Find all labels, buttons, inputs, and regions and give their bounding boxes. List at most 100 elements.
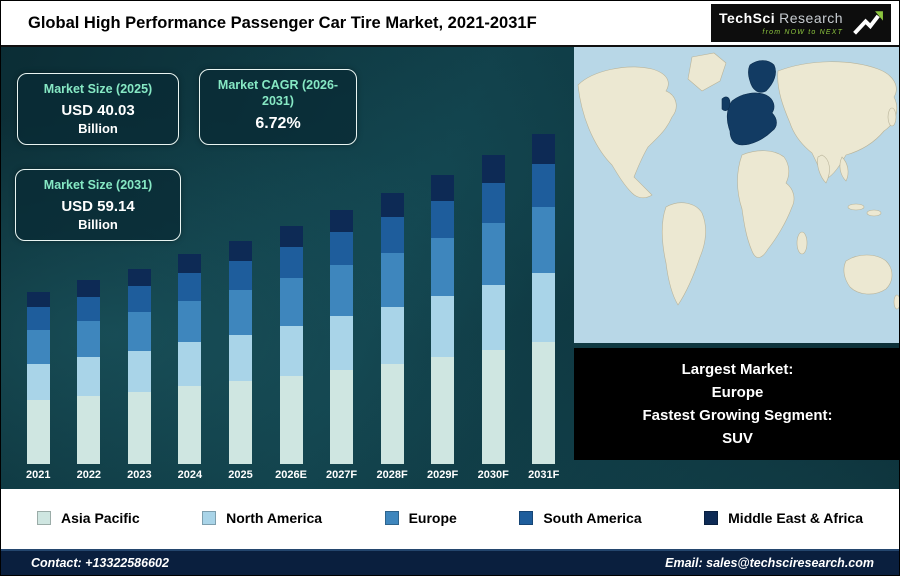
bar-segment[interactable]	[330, 316, 354, 370]
bar-segment[interactable]	[178, 273, 202, 301]
footer-email[interactable]: Email: sales@techsciresearch.com	[665, 556, 874, 570]
bar-segment[interactable]	[127, 268, 151, 287]
info-box-label: Market Size (2031)	[43, 178, 153, 192]
legend-item-europe[interactable]: Europe	[384, 510, 457, 526]
bar-segment[interactable]	[330, 369, 354, 464]
bar-segment[interactable]	[178, 300, 202, 343]
bar-stack-2023[interactable]	[127, 268, 151, 464]
bar-segment[interactable]	[481, 284, 505, 350]
bar-segment[interactable]	[431, 238, 455, 297]
bar-stack-2021[interactable]	[26, 291, 50, 464]
info-box-value: USD 59.14	[61, 197, 135, 215]
legend-item-north-america[interactable]: North America	[202, 510, 322, 526]
x-axis-label: 2029F	[427, 469, 459, 481]
logo-text: TechSci Research from NOW to NEXT	[719, 11, 843, 36]
logo-tagline: from NOW to NEXT	[762, 28, 844, 36]
bar-segment[interactable]	[127, 391, 151, 464]
map-region-southeast-asia	[839, 156, 849, 182]
bar-segment[interactable]	[228, 289, 252, 335]
bar-segment[interactable]	[481, 349, 505, 464]
legend-swatch	[37, 510, 51, 525]
bar-stack-2029F[interactable]	[431, 174, 455, 464]
bar-segment[interactable]	[26, 329, 50, 365]
logo-brand: TechSci Research	[719, 11, 843, 25]
bar-segment[interactable]	[532, 163, 556, 207]
bar-segment[interactable]	[431, 296, 455, 357]
bar-segment[interactable]	[77, 320, 101, 358]
callout-line: SUV	[722, 430, 753, 448]
bar-segment[interactable]	[481, 182, 505, 224]
footer-contact[interactable]: Contact: +13322586602	[31, 556, 169, 570]
bar-stack-2031F[interactable]	[532, 134, 556, 464]
bar-segment[interactable]	[178, 254, 202, 274]
bar-segment[interactable]	[279, 375, 303, 464]
bar-column: 2028F	[367, 192, 418, 481]
bar-segment[interactable]	[279, 225, 303, 248]
bar-segment[interactable]	[279, 278, 303, 326]
bar-segment[interactable]	[77, 357, 101, 396]
bar-segment[interactable]	[431, 356, 455, 464]
bar-segment[interactable]	[330, 232, 354, 266]
bar-column: 2024	[165, 254, 216, 481]
bar-segment[interactable]	[380, 306, 404, 364]
bar-column: 2027F	[316, 209, 367, 481]
bar-segment[interactable]	[178, 386, 202, 464]
bar-segment[interactable]	[26, 400, 50, 464]
bar-segment[interactable]	[279, 247, 303, 279]
map-region-europe	[726, 92, 777, 146]
bar-segment[interactable]	[380, 217, 404, 253]
bar-segment[interactable]	[228, 240, 252, 261]
logo-brand-secondary: Research	[779, 9, 844, 26]
bar-segment[interactable]	[127, 350, 151, 392]
map-region-new-zealand	[893, 294, 899, 310]
bar-segment[interactable]	[228, 334, 252, 382]
bar-stack-2028F[interactable]	[380, 192, 404, 464]
bar-segment[interactable]	[481, 223, 505, 285]
bar-segment[interactable]	[77, 296, 101, 321]
bar-segment[interactable]	[380, 363, 404, 464]
legend-label: Middle East & Africa	[728, 509, 863, 526]
legend-item-south-america[interactable]: South America	[519, 510, 642, 526]
bar-segment[interactable]	[178, 342, 202, 387]
bar-segment[interactable]	[77, 395, 101, 464]
bar-segment[interactable]	[481, 154, 505, 183]
bar-stack-2027F[interactable]	[330, 209, 354, 464]
bar-segment[interactable]	[26, 291, 50, 308]
bar-segment[interactable]	[127, 286, 151, 312]
bar-segment[interactable]	[380, 192, 404, 218]
bar-segment[interactable]	[532, 272, 556, 342]
bar-column: 2030F	[468, 154, 519, 481]
bar-segment[interactable]	[228, 381, 252, 464]
page-title: Global High Performance Passenger Car Ti…	[28, 14, 537, 32]
bar-segment[interactable]	[228, 260, 252, 290]
legend-swatch	[704, 510, 719, 525]
bar-segment[interactable]	[532, 134, 556, 164]
bar-segment[interactable]	[127, 311, 151, 351]
bar-segment[interactable]	[26, 364, 50, 401]
bar-stack-2030F[interactable]	[481, 154, 505, 464]
legend-item-middle-east-africa[interactable]: Middle East & Africa	[704, 510, 863, 526]
bar-segment[interactable]	[431, 174, 455, 201]
bar-segment[interactable]	[532, 341, 556, 464]
bar-stack-2022[interactable]	[77, 279, 101, 464]
bar-stack-2026E[interactable]	[279, 225, 303, 464]
legend-item-asia-pacific[interactable]: Asia Pacific	[37, 510, 140, 526]
info-box-label: Market Size (2025)	[43, 82, 153, 96]
bar-segment[interactable]	[532, 206, 556, 273]
bar-segment[interactable]	[26, 307, 50, 330]
x-axis-label: 2026E	[275, 469, 307, 481]
map-region-australia	[843, 254, 893, 295]
map-region-united-kingdom	[721, 96, 731, 111]
techsci-logo[interactable]: TechSci Research from NOW to NEXT	[711, 4, 891, 42]
bar-segment[interactable]	[77, 279, 101, 297]
bar-stack-2025[interactable]	[228, 240, 252, 464]
info-box-market-size-2025: Market Size (2025) USD 40.03 Billion	[17, 73, 179, 145]
bar-segment[interactable]	[330, 209, 354, 233]
bar-stack-2024[interactable]	[178, 254, 202, 464]
bar-segment[interactable]	[431, 200, 455, 239]
bar-chart: 2021 2022 2023 2024 2025 2026E 2027F 2028F 2029F…	[13, 125, 569, 481]
bar-segment[interactable]	[330, 265, 354, 317]
bar-segment[interactable]	[279, 325, 303, 376]
bar-segment[interactable]	[380, 252, 404, 307]
map-region-japan	[887, 107, 897, 127]
